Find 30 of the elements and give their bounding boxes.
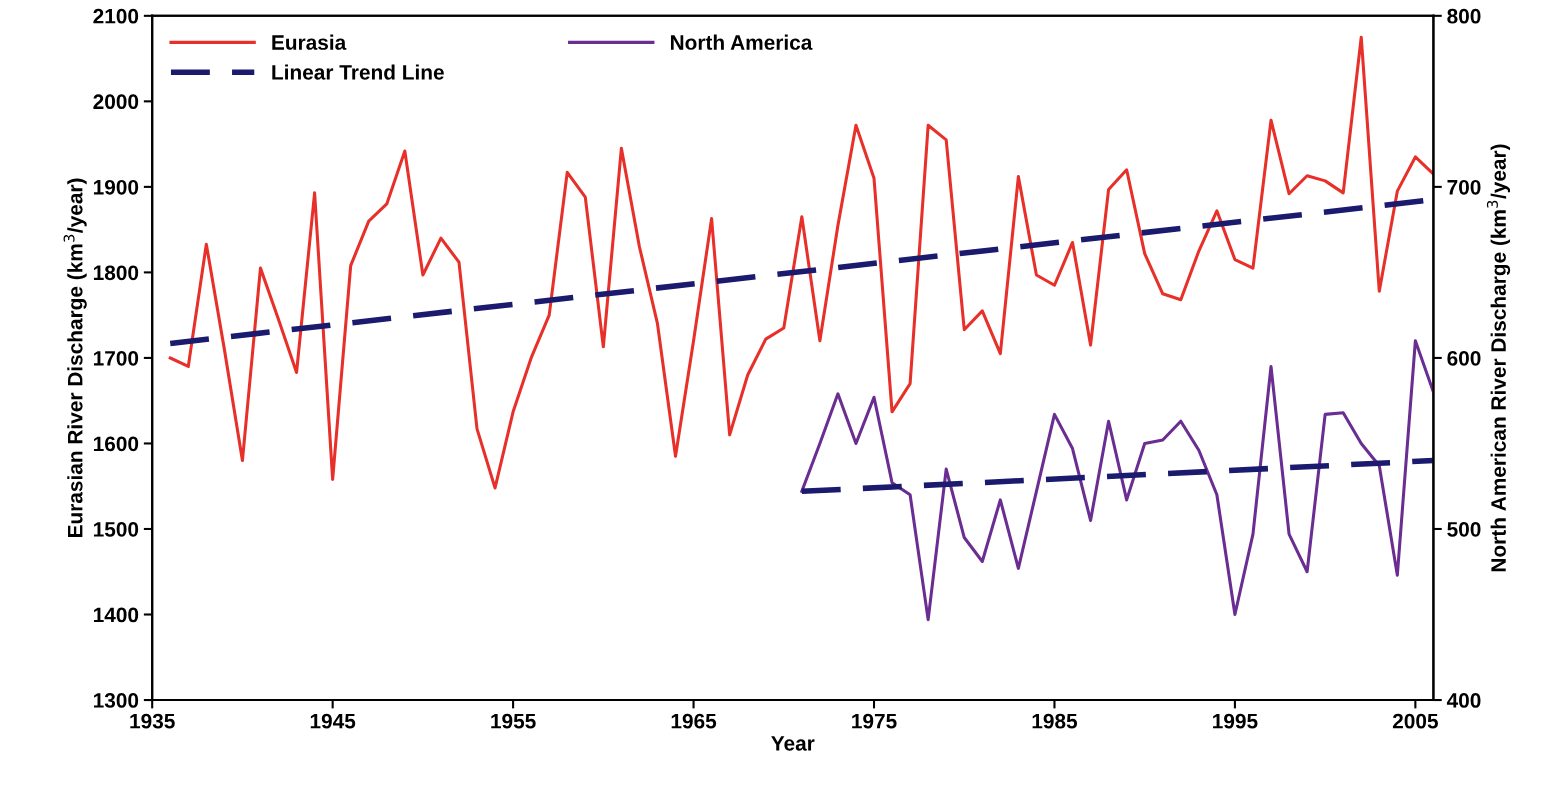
y-tick-label: 1600 <box>93 436 139 452</box>
y-tick-label: 2000 <box>93 94 139 110</box>
x-tick-label: 1965 <box>671 713 717 729</box>
line-series <box>168 35 1434 490</box>
y-tick-label: 1800 <box>93 265 139 281</box>
y-tick-label: 2100 <box>93 8 139 24</box>
y-axis-title: Eurasian River Discharge (km$^{3}$/year) <box>63 178 87 538</box>
y-tick-label: 1300 <box>93 693 139 708</box>
x-tick-label: 1995 <box>1213 713 1258 729</box>
legend-label: Linear Trend Line <box>272 64 444 80</box>
legend-label: North America <box>670 34 813 50</box>
legend-label: Eurasia <box>272 34 347 50</box>
y2-tick-label: 600 <box>1447 350 1481 366</box>
x-axis-title: Year <box>771 736 815 751</box>
x-tick-label: 2005 <box>1392 713 1438 729</box>
y-tick-label: 1500 <box>93 521 139 537</box>
x-tick-label: 1935 <box>130 713 175 729</box>
x-tick-label: 1945 <box>310 713 356 729</box>
x-tick-label: 1955 <box>491 713 536 729</box>
y-tick-label: 1900 <box>93 179 139 195</box>
x-tick-label: 1975 <box>852 713 897 729</box>
y2-tick-label: 700 <box>1447 179 1481 195</box>
y2-tick-label: 400 <box>1446 693 1481 708</box>
y-tick-label: 1700 <box>93 350 139 366</box>
y-tick-label: 1400 <box>93 607 139 623</box>
line-series <box>800 339 1434 622</box>
y2-tick-label: 500 <box>1447 521 1481 537</box>
x-tick-label: 1985 <box>1032 713 1078 729</box>
y2-axis-title: North American River Discharge (km$^{3}$/year) <box>1486 144 1511 572</box>
y2-tick-label: 800 <box>1447 8 1481 24</box>
